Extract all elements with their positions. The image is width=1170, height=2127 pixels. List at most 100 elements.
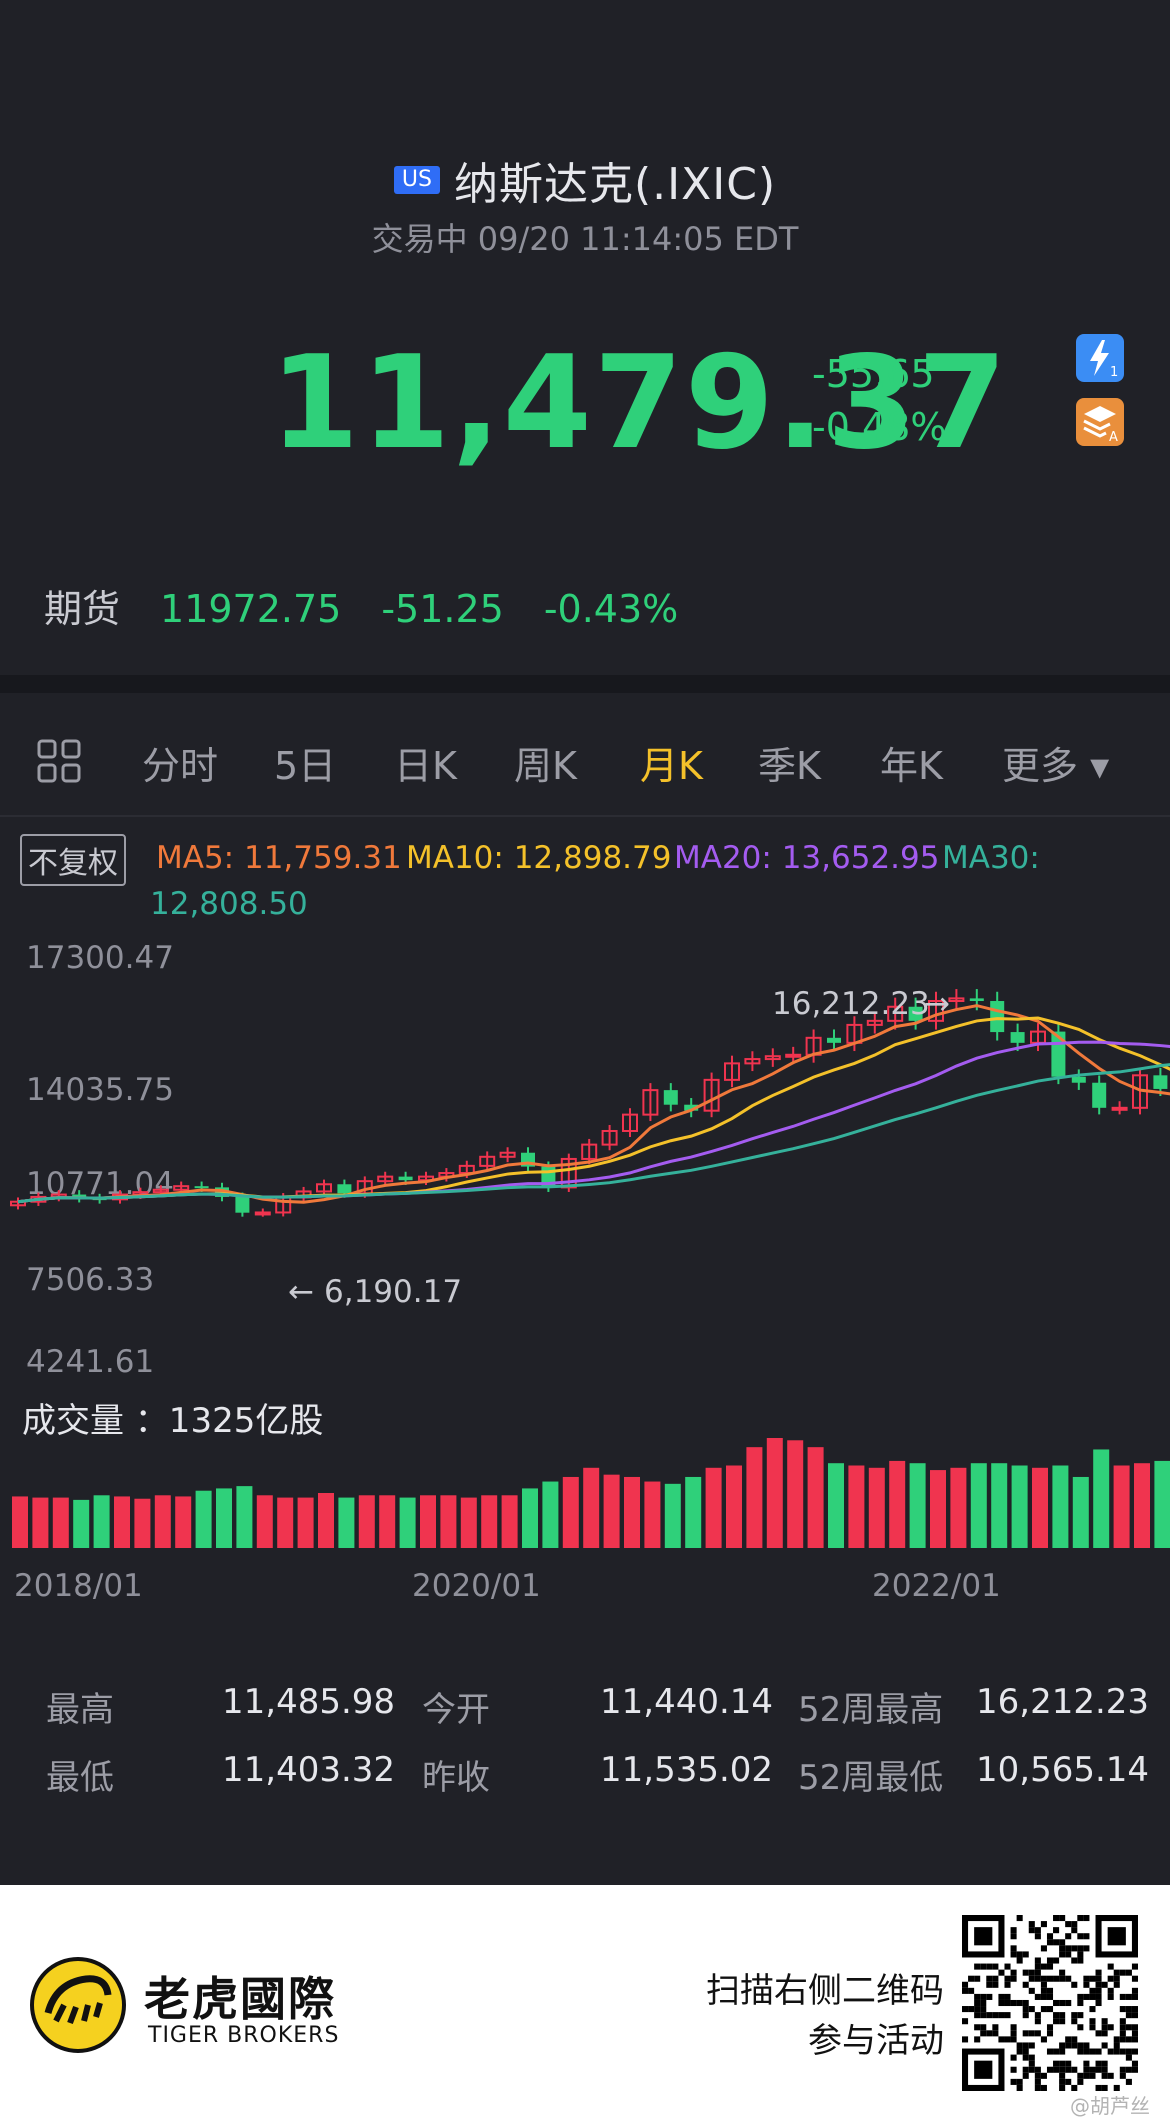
y-tick-label: 7506.33	[26, 1262, 155, 1298]
volume-bar	[705, 1467, 722, 1548]
futures-label: 期货	[44, 587, 121, 631]
candle-body	[622, 1113, 638, 1132]
brand-name-cn: 老虎國際	[144, 1972, 336, 2026]
candle-body	[990, 1001, 1005, 1033]
y-tick-label: 17300.47	[26, 940, 174, 976]
price-change-pct: -0.48%	[812, 405, 947, 449]
candle-body	[948, 997, 965, 1003]
volume-bar	[1134, 1463, 1150, 1548]
tab-quarterly[interactable]: 季K	[758, 744, 821, 788]
candle-body	[316, 1183, 332, 1193]
volume-bar	[154, 1495, 171, 1548]
volume-bar	[216, 1488, 232, 1548]
stat-label: 最高	[46, 1690, 114, 1730]
candle-body	[744, 1058, 761, 1065]
ma10-line	[17, 1016, 1170, 1204]
ma30-legend: MA30:	[942, 840, 1040, 876]
candle-body	[601, 1129, 618, 1146]
volume-bar	[787, 1440, 804, 1548]
volume-bar	[1072, 1476, 1089, 1548]
volume-bar	[32, 1497, 49, 1548]
stat-label: 52周最高	[798, 1690, 944, 1730]
adjust-toggle[interactable]: 不复权	[20, 834, 126, 886]
x-tick-label: 2020/01	[412, 1568, 541, 1604]
tab-daily[interactable]: 日K	[394, 744, 457, 788]
stat-label: 最低	[46, 1758, 114, 1798]
candlestick-chart[interactable]	[0, 930, 1170, 1330]
y-tick-label: 4241.61	[26, 1344, 155, 1380]
tiger-logo-icon	[30, 1957, 126, 2053]
low-marker: 6,190.17	[324, 1274, 463, 1310]
volume-bar	[256, 1495, 273, 1548]
volume-bar	[807, 1447, 824, 1548]
tab-yearly[interactable]: 年K	[880, 744, 943, 788]
volume-bar	[481, 1495, 498, 1548]
volume-bar	[134, 1498, 151, 1548]
volume-bar	[1052, 1465, 1069, 1548]
last-price: 11,479.37	[270, 329, 1009, 478]
volume-bar	[338, 1497, 355, 1548]
stat-label: 昨收	[422, 1758, 490, 1798]
quote-header: US 纳斯达克(.IXIC) 交易中 09/20 11:14:05 EDT 11…	[0, 0, 1170, 675]
brand-name-en: TIGER BROKERS	[148, 2023, 340, 2048]
tab-weekly[interactable]: 周K	[514, 744, 577, 788]
tab-5day[interactable]: 5日	[274, 744, 337, 788]
futures-price: 11972.75	[160, 587, 342, 631]
tab-intraday[interactable]: 分时	[142, 744, 219, 788]
candle-body	[337, 1184, 352, 1194]
tabs-divider	[0, 815, 1170, 817]
high-marker: 16,212.23	[772, 986, 930, 1022]
volume-bar	[644, 1481, 661, 1548]
candle-body	[764, 1055, 781, 1061]
period-tabs: 分时 5日 日K 周K 月K 季K 年K 更多 ▾	[0, 735, 1170, 795]
bolt-icon[interactable]: 1	[1076, 334, 1124, 382]
x-tick-label: 2018/01	[14, 1568, 143, 1604]
scan-hint-line2: 参与活动	[808, 2021, 944, 2061]
volume-bar	[358, 1495, 375, 1548]
volume-bar	[603, 1474, 620, 1548]
volume-chart[interactable]	[0, 1430, 1170, 1550]
volume-bar	[195, 1490, 212, 1548]
volume-bar	[379, 1495, 396, 1548]
volume-bar	[1154, 1460, 1170, 1548]
volume-bar	[664, 1483, 681, 1548]
volume-bar	[522, 1488, 538, 1548]
candle-body	[1111, 1106, 1128, 1111]
high-arrow-icon: →	[924, 986, 950, 1022]
ma30-line	[17, 1063, 1170, 1204]
volume-bar	[93, 1495, 110, 1548]
ma5-line	[17, 1004, 1170, 1204]
volume-bar	[297, 1497, 314, 1548]
ma20-line	[17, 1040, 1170, 1204]
candle-body	[581, 1143, 598, 1160]
tab-more[interactable]: 更多 ▾	[1002, 744, 1110, 788]
volume-bar	[562, 1476, 579, 1548]
volume-bar	[970, 1463, 987, 1548]
volume-bar	[399, 1497, 416, 1548]
stat-value: 10,565.14	[976, 1750, 1150, 1790]
grid-icon[interactable]	[36, 738, 82, 784]
volume-bar	[420, 1495, 436, 1548]
volume-bar	[726, 1465, 742, 1548]
volume-bar	[868, 1467, 885, 1548]
volume-bar	[440, 1495, 457, 1548]
qr-code[interactable]	[962, 1915, 1138, 2091]
trading-status: 交易中 09/20 11:14:05 EDT	[371, 220, 799, 258]
candle-body	[724, 1062, 740, 1081]
section-divider	[0, 675, 1170, 693]
tab-monthly[interactable]: 月K	[640, 744, 703, 788]
candle-body	[785, 1053, 802, 1058]
stat-value: 11,535.02	[600, 1750, 774, 1790]
price-change: -55.65	[812, 352, 935, 396]
layers-icon[interactable]: A	[1076, 398, 1124, 446]
stat-label: 52周最低	[798, 1758, 944, 1798]
candle-body	[684, 1104, 699, 1111]
volume-label: 成交量 ：1325亿股	[22, 1401, 324, 1441]
volume-bar	[624, 1476, 640, 1548]
volume-bar	[930, 1470, 946, 1548]
ma30-value: 12,808.50	[150, 886, 308, 922]
svg-text:A: A	[1109, 430, 1118, 445]
volume-bar	[52, 1497, 69, 1548]
candle-body	[479, 1155, 496, 1167]
volume-bar	[889, 1460, 906, 1548]
